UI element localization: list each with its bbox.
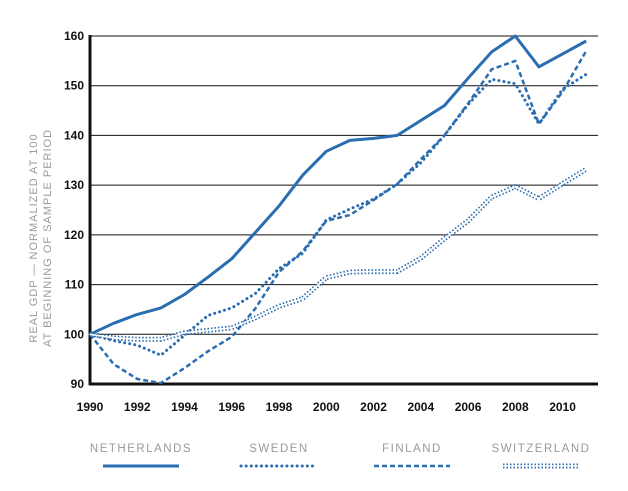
x-tick-label: 1996 bbox=[218, 400, 245, 414]
x-tick-label: 2010 bbox=[549, 400, 576, 414]
y-tick-label: 140 bbox=[64, 128, 84, 142]
series-line-inner-switzerland bbox=[89, 168, 587, 341]
legend-label-netherlands: NETHERLANDS bbox=[90, 443, 192, 455]
y-tick-label: 120 bbox=[64, 228, 84, 242]
x-tick-label: 1990 bbox=[77, 400, 104, 414]
series-group-switzerland bbox=[89, 167, 588, 342]
y-tick-labels: 90 100 110 120 130 140 150 160 bbox=[64, 29, 84, 391]
y-tick-label: 90 bbox=[71, 377, 85, 391]
series-line-netherlands bbox=[89, 34, 587, 336]
axes bbox=[88, 35, 598, 386]
series-line-finland bbox=[89, 50, 588, 385]
legend-label-finland: FINLAND bbox=[382, 443, 442, 455]
x-tick-label: 1992 bbox=[124, 400, 151, 414]
legend-label-switzerland: SWITZERLAND bbox=[492, 443, 591, 455]
y-tick-label: 160 bbox=[64, 29, 84, 43]
y-tick-label: 130 bbox=[64, 178, 84, 192]
y-axis-title-line-2: AT BEGINNING OF SAMPLE PERIOD bbox=[42, 129, 54, 347]
y-axis-title-line-1: REAL GDP — NORMALIZED AT 100 bbox=[28, 133, 40, 342]
legend: NETHERLANDS SWEDEN FINLAND SWITZERLAND bbox=[90, 443, 591, 469]
x-tick-label: 2006 bbox=[455, 400, 482, 414]
x-tick-label: 2000 bbox=[313, 400, 340, 414]
series-line-switzerland bbox=[89, 167, 588, 342]
y-tick-label: 100 bbox=[64, 327, 84, 341]
x-tick-label: 2004 bbox=[407, 400, 434, 414]
x-tick-label: 2008 bbox=[502, 400, 529, 414]
x-tick-label: 1998 bbox=[266, 400, 293, 414]
grid-lines bbox=[90, 35, 598, 385]
x-tick-label: 2002 bbox=[360, 400, 387, 414]
y-tick-label: 150 bbox=[64, 79, 84, 93]
x-tick-label: 1994 bbox=[171, 400, 198, 414]
legend-label-sweden: SWEDEN bbox=[249, 443, 308, 455]
series-lines bbox=[88, 34, 588, 385]
series-line-sweden bbox=[88, 72, 588, 357]
x-tick-labels: 1990 1992 1994 1996 1998 2000 2002 2004 2006 2008… bbox=[77, 400, 577, 414]
y-tick-label: 110 bbox=[65, 278, 85, 292]
